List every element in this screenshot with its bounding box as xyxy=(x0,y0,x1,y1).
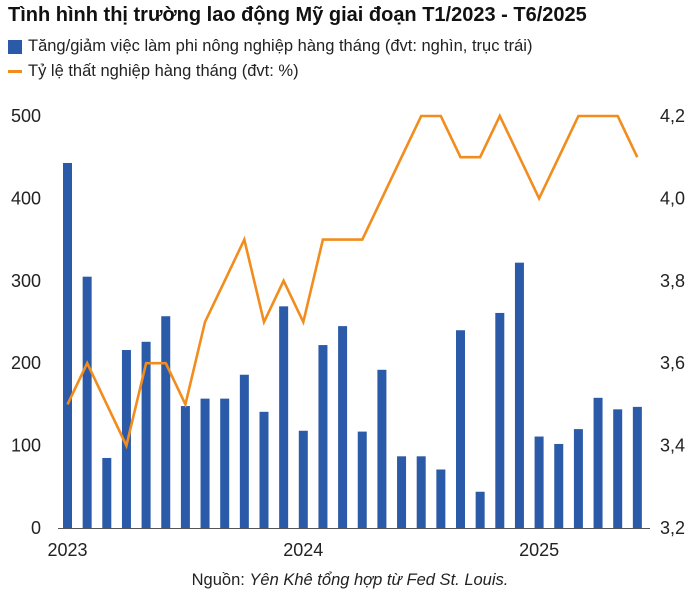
bar-17 xyxy=(377,369,387,528)
bar-8 xyxy=(200,398,210,528)
bar-7 xyxy=(180,406,190,528)
bar-20 xyxy=(436,469,446,528)
y-left-tick-label: 500 xyxy=(11,106,41,126)
legend-line-swatch xyxy=(8,70,22,73)
bar-30 xyxy=(632,406,642,528)
y-right-tick-label: 3,6 xyxy=(660,353,685,373)
bar-16 xyxy=(357,431,367,528)
y-left-tick-label: 0 xyxy=(31,518,41,538)
bar-13 xyxy=(298,430,308,528)
source-note: Nguồn: Yên Khê tổng hợp từ Fed St. Louis… xyxy=(0,571,700,590)
legend-label-bars: Tăng/giảm việc làm phi nông nghiệp hàng … xyxy=(28,37,533,55)
bar-4 xyxy=(121,350,131,528)
y-left-tick-label: 100 xyxy=(11,436,41,456)
bar-21 xyxy=(456,330,465,528)
y-right-tick-label: 3,8 xyxy=(660,271,685,291)
y-right-tick-label: 4,0 xyxy=(660,188,685,208)
x-tick-label: 2023 xyxy=(47,540,87,560)
source-text: Yên Khê tổng hợp từ Fed St. Louis. xyxy=(249,571,509,589)
bar-14 xyxy=(318,345,328,528)
bar-23 xyxy=(495,312,505,528)
legend-item-line: Tỷ lệ thất nghiệp hàng tháng (đvt: %) xyxy=(8,62,299,81)
unemployment-line xyxy=(66,112,639,450)
bar-25 xyxy=(534,436,544,528)
bar-11 xyxy=(259,411,269,528)
legend-bar-swatch xyxy=(8,39,22,54)
bar-26 xyxy=(554,443,564,528)
y-left-tick-label: 400 xyxy=(11,188,41,208)
y-left-tick-label: 200 xyxy=(11,353,41,373)
bar-29 xyxy=(613,409,623,528)
x-tick-label: 2025 xyxy=(519,540,559,560)
chart-title: Tình hình thị trường lao động Mỹ giai đo… xyxy=(8,4,587,26)
bar-28 xyxy=(593,397,603,528)
bar-10 xyxy=(239,374,249,528)
y-left-tick-label: 300 xyxy=(11,271,41,291)
bar-2 xyxy=(82,276,92,528)
bar-15 xyxy=(338,326,348,528)
legend-label-line: Tỷ lệ thất nghiệp hàng tháng (đvt: %) xyxy=(28,62,299,80)
bar-24 xyxy=(514,262,524,528)
y-right-tick-label: 3,4 xyxy=(660,436,685,456)
bar-6 xyxy=(161,316,171,528)
bar-22 xyxy=(475,491,485,528)
x-tick-label: 2024 xyxy=(283,540,323,560)
y-right-tick-label: 3,2 xyxy=(660,518,685,538)
bar-27 xyxy=(573,429,583,528)
y-right-tick-label: 4,2 xyxy=(660,106,685,126)
bar-19 xyxy=(416,456,426,528)
bar-12 xyxy=(279,306,289,528)
legend-item-bars: Tăng/giảm việc làm phi nông nghiệp hàng … xyxy=(8,37,532,56)
bar-9 xyxy=(220,398,230,528)
bar-1 xyxy=(63,162,72,528)
bar-3 xyxy=(102,457,112,528)
bar-18 xyxy=(397,456,407,528)
bar-5 xyxy=(141,341,151,528)
source-prefix: Nguồn: xyxy=(191,571,250,589)
